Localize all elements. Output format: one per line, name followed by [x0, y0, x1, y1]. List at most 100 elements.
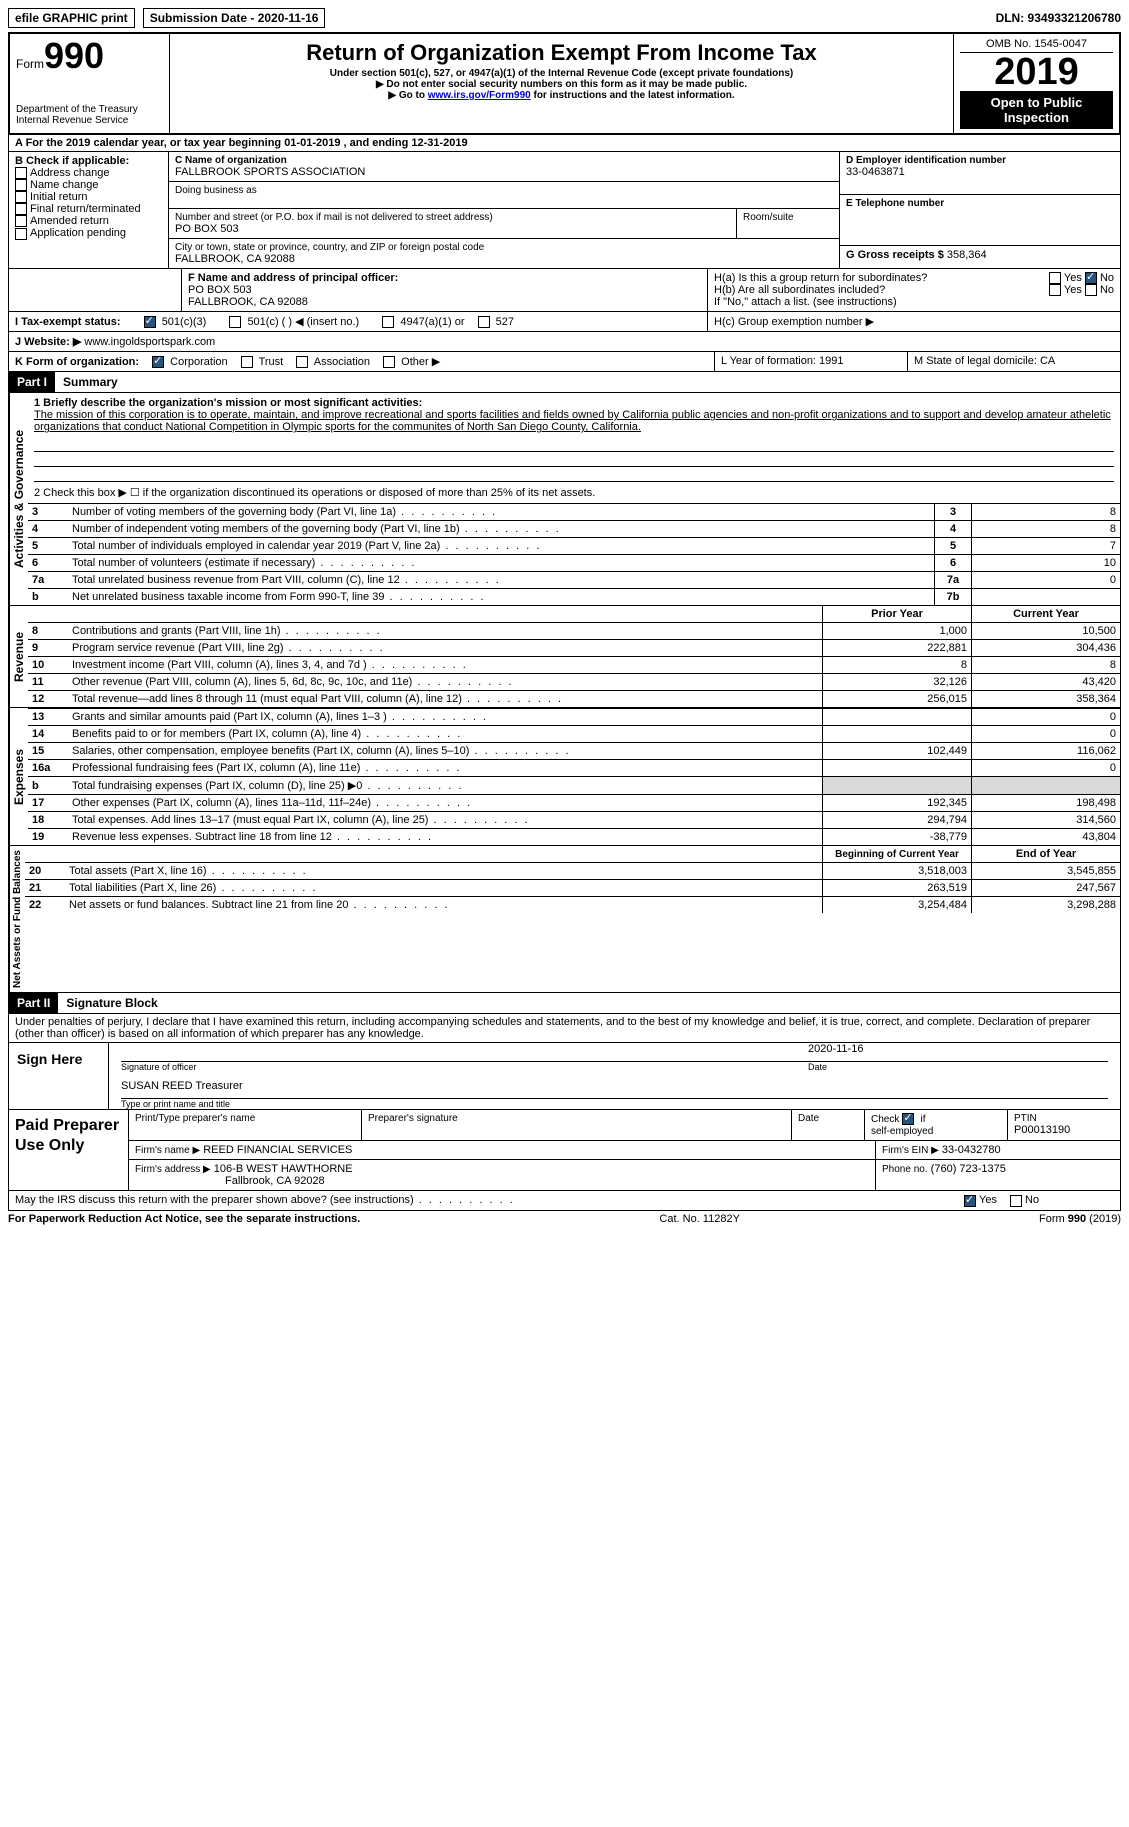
- ha-yes: Yes: [1064, 272, 1082, 284]
- g-value: 358,364: [947, 249, 987, 261]
- row-a-tax-year: A For the 2019 calendar year, or tax yea…: [8, 135, 1121, 152]
- col-end-year: End of Year: [972, 846, 1121, 863]
- table-row: 10Investment income (Part VIII, column (…: [28, 657, 1120, 674]
- self-emp-lbl: self-employed: [871, 1126, 933, 1137]
- dba-label: Doing business as: [175, 185, 833, 196]
- page-footer: For Paperwork Reduction Act Notice, see …: [8, 1211, 1121, 1225]
- discuss-no-check[interactable]: [1010, 1195, 1022, 1207]
- part2-header-row: Part II Signature Block: [8, 993, 1121, 1014]
- ein-value: 33-0463871: [846, 166, 1114, 178]
- balances-section: Net Assets or Fund Balances Beginning of…: [8, 846, 1121, 993]
- efile-print-button[interactable]: efile GRAPHIC print: [8, 8, 135, 28]
- row-j: J Website: ▶ www.ingoldsportspark.com: [8, 332, 1121, 352]
- submission-date-button[interactable]: Submission Date - 2020-11-16: [143, 8, 326, 28]
- goto-suffix: for instructions and the latest informat…: [531, 90, 735, 101]
- line1-label: 1 Briefly describe the organization's mi…: [34, 397, 1114, 409]
- vlabel-expenses: Expenses: [9, 708, 28, 845]
- table-row: 8Contributions and grants (Part VIII, li…: [28, 623, 1120, 640]
- b-item-0: Address change: [30, 167, 110, 179]
- table-row: 20Total assets (Part X, line 16)3,518,00…: [25, 863, 1120, 880]
- line2-text: 2 Check this box ▶ ☐ if the organization…: [28, 482, 1120, 503]
- table-row: 21Total liabilities (Part X, line 26)263…: [25, 880, 1120, 897]
- revenue-table: Prior Year Current Year 8Contributions a…: [28, 606, 1120, 707]
- col-begin-year: Beginning of Current Year: [823, 846, 972, 863]
- row-i: I Tax-exempt status: 501(c)(3) 501(c) ( …: [8, 312, 1121, 332]
- prep-sig-lbl: Preparer's signature: [368, 1113, 785, 1124]
- vlabel-revenue: Revenue: [9, 606, 28, 707]
- i-501c-check[interactable]: [229, 316, 241, 328]
- check-address-change[interactable]: [15, 167, 27, 179]
- if-lbl: if: [920, 1114, 925, 1125]
- sign-here-label: Sign Here: [9, 1043, 109, 1109]
- row-fh: F Name and address of principal officer:…: [8, 269, 1121, 312]
- type-name-label: Type or print name and title: [121, 1099, 1108, 1109]
- i-501c3-check[interactable]: [144, 316, 156, 328]
- col-current-year: Current Year: [972, 606, 1121, 623]
- f-addr2: FALLBROOK, CA 92088: [188, 296, 701, 308]
- table-row: 14Benefits paid to or for members (Part …: [28, 726, 1120, 743]
- firm-addr2: Fallbrook, CA 92028: [225, 1175, 325, 1187]
- form-number: 990: [44, 35, 104, 76]
- form-header: Form990 Department of the Treasury Inter…: [8, 32, 1121, 135]
- date-label: Date: [808, 1062, 1108, 1072]
- section-bcd: B Check if applicable: Address change Na…: [8, 152, 1121, 269]
- check-name-change[interactable]: [15, 179, 27, 191]
- officer-name: SUSAN REED Treasurer: [121, 1080, 243, 1098]
- hb-no-check[interactable]: [1085, 284, 1097, 296]
- ptin-lbl: PTIN: [1014, 1113, 1114, 1124]
- i-527-check[interactable]: [478, 316, 490, 328]
- form-title: Return of Organization Exempt From Incom…: [176, 40, 947, 66]
- top-bar: efile GRAPHIC print Submission Date - 20…: [8, 8, 1121, 28]
- discuss-yes-check[interactable]: [964, 1195, 976, 1207]
- hb-yes: Yes: [1064, 284, 1082, 296]
- ha-yes-check[interactable]: [1049, 272, 1061, 284]
- balances-table: Beginning of Current Year End of Year 20…: [25, 846, 1120, 913]
- k-corp-check[interactable]: [152, 356, 164, 368]
- org-name: FALLBROOK SPORTS ASSOCIATION: [175, 166, 833, 178]
- table-row: 12Total revenue—add lines 8 through 11 (…: [28, 691, 1120, 708]
- table-row: 3Number of voting members of the governi…: [28, 504, 1120, 521]
- k-other-check[interactable]: [383, 356, 395, 368]
- table-row: 11Other revenue (Part VIII, column (A), …: [28, 674, 1120, 691]
- dept-treasury: Department of the Treasury: [16, 104, 163, 115]
- ha-no-check[interactable]: [1085, 272, 1097, 284]
- self-employed-check[interactable]: [902, 1113, 914, 1125]
- check-initial-return[interactable]: [15, 191, 27, 203]
- check-amended-return[interactable]: [15, 215, 27, 227]
- city-label: City or town, state or province, country…: [175, 242, 833, 253]
- subtitle-1: Under section 501(c), 527, or 4947(a)(1)…: [176, 68, 947, 79]
- check-final-return[interactable]: [15, 203, 27, 215]
- table-row: 6Total number of volunteers (estimate if…: [28, 555, 1120, 572]
- k-assoc-check[interactable]: [296, 356, 308, 368]
- part1-badge: Part I: [9, 372, 55, 392]
- j-label: J Website: ▶: [15, 336, 81, 348]
- ha-no: No: [1100, 272, 1114, 284]
- k-label: K Form of organization:: [15, 356, 139, 368]
- hb-yes-check[interactable]: [1049, 284, 1061, 296]
- ha-label: H(a) Is this a group return for subordin…: [714, 272, 927, 284]
- blank-line-2: [34, 452, 1114, 467]
- firm-ein: 33-0432780: [942, 1144, 1001, 1156]
- part1-header-row: Part I Summary: [8, 372, 1121, 393]
- k-trust-check[interactable]: [241, 356, 253, 368]
- footer-left: For Paperwork Reduction Act Notice, see …: [8, 1213, 360, 1225]
- b-item-5: Application pending: [30, 227, 126, 239]
- table-row: 22Net assets or fund balances. Subtract …: [25, 897, 1120, 914]
- part1-title: Summary: [55, 372, 126, 392]
- addr-value: PO BOX 503: [175, 223, 730, 235]
- i-4947-check[interactable]: [382, 316, 394, 328]
- table-row: 9Program service revenue (Part VIII, lin…: [28, 640, 1120, 657]
- addr-label: Number and street (or P.O. box if mail i…: [175, 212, 730, 223]
- i-4947: 4947(a)(1) or: [400, 316, 464, 328]
- paid-preparer-section: Paid Preparer Use Only Print/Type prepar…: [8, 1110, 1121, 1191]
- l-year: L Year of formation: 1991: [715, 352, 908, 371]
- check-application-pending[interactable]: [15, 228, 27, 240]
- form990-link[interactable]: www.irs.gov/Form990: [428, 90, 531, 101]
- vlabel-governance: Activities & Governance: [9, 393, 28, 605]
- blank-line-1: [34, 437, 1114, 452]
- phone-lbl: Phone no.: [882, 1164, 928, 1175]
- k-trust: Trust: [259, 356, 284, 368]
- firm-addr-lbl: Firm's address ▶: [135, 1164, 211, 1175]
- k-assoc: Association: [314, 356, 370, 368]
- b-item-2: Initial return: [30, 191, 87, 203]
